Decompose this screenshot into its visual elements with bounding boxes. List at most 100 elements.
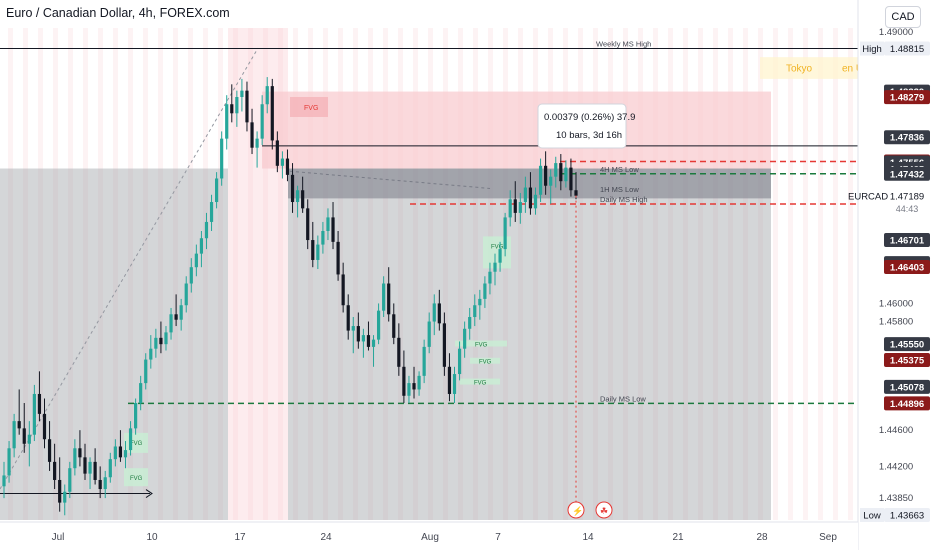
candle-body	[402, 366, 406, 396]
candle-body	[321, 230, 325, 245]
candle-body	[528, 187, 533, 209]
x-tick-label: Sep	[819, 532, 837, 543]
candle-body	[442, 323, 446, 367]
price-badge-value: 1.44896	[890, 399, 924, 410]
arrow-head	[145, 489, 153, 498]
candle-body	[508, 199, 512, 218]
candle-body	[235, 96, 239, 114]
candle-body	[457, 348, 462, 375]
candle-body	[199, 238, 204, 254]
x-tick-label: Aug	[421, 532, 439, 543]
price-badge	[884, 41, 930, 56]
candle-body	[351, 326, 355, 331]
session-stripe	[773, 28, 778, 520]
session-stripe	[743, 28, 748, 520]
candle-body	[245, 90, 249, 123]
last-price: 1.47189	[890, 191, 924, 202]
candle-body	[7, 448, 11, 476]
x-tick-label: 14	[582, 532, 594, 543]
fvg-zone-red	[290, 96, 328, 117]
session-stripe	[758, 28, 763, 520]
session-stripe	[533, 28, 538, 520]
session-stripe	[113, 28, 118, 520]
candle-body	[488, 271, 492, 284]
candle-body	[285, 158, 290, 175]
candle-body	[53, 461, 57, 480]
session-stripe	[398, 28, 403, 520]
candle-body	[473, 305, 477, 318]
lightning-glyph: ⚡	[572, 505, 583, 517]
price-badge-value: 1.45078	[890, 382, 924, 393]
candle-body	[113, 446, 117, 460]
candle-body	[371, 339, 376, 347]
candle-body	[93, 461, 97, 480]
session-stripe	[233, 28, 238, 520]
candle-body	[523, 187, 527, 203]
candle-body	[32, 393, 36, 435]
candle-body	[311, 240, 315, 260]
lightning-icon	[567, 501, 585, 519]
price-badge-label: Low	[863, 511, 881, 522]
candle-body	[463, 328, 467, 349]
candle-body	[204, 221, 209, 239]
x-tick-label: 17	[234, 532, 246, 543]
price-badge	[884, 166, 930, 181]
session-stripe	[143, 28, 148, 520]
session-stripe	[53, 28, 58, 520]
candle-body	[387, 283, 391, 315]
price-badge	[884, 508, 930, 523]
candle-body	[422, 346, 426, 376]
candle-body	[306, 208, 310, 241]
candle-body	[361, 335, 365, 342]
fvg-label: FVG	[479, 360, 492, 366]
y-tick-label: 1.43850	[879, 493, 913, 504]
candle-body	[12, 421, 16, 449]
candle-body	[478, 298, 482, 306]
fvg-label: FVG	[474, 381, 487, 387]
candle-body	[134, 403, 138, 429]
candle-body	[574, 190, 578, 196]
session-stripe	[428, 28, 433, 520]
session-stripe	[128, 28, 133, 520]
candle-body	[149, 348, 153, 360]
measure-box	[537, 103, 627, 149]
x-tick-label: 28	[756, 532, 768, 543]
candle-body	[63, 491, 67, 503]
price-badge-label: High	[862, 44, 882, 55]
fvg-zone-green	[124, 468, 148, 487]
candle-body	[108, 459, 112, 478]
candle-body	[123, 450, 128, 458]
fvg-label: FVG	[130, 476, 143, 482]
candle-body	[376, 310, 381, 340]
price-badge	[884, 259, 930, 274]
session-stripe	[338, 28, 343, 520]
price-badge-value: 1.48815	[890, 44, 924, 55]
candle-body	[88, 461, 92, 474]
price-badge-value: 1.47836	[890, 133, 924, 144]
candle-body	[483, 283, 487, 299]
session-stripe	[473, 28, 478, 520]
candle-body	[118, 446, 123, 458]
session-stripe	[98, 28, 103, 520]
price-badge-value: 1.46403	[890, 262, 924, 273]
daily-ms-high-label: Daily MS High	[600, 195, 648, 204]
symbol-label: EURCAD	[848, 191, 888, 202]
fvg-zone-green	[460, 378, 500, 385]
candle-body	[189, 267, 193, 284]
candle-body	[2, 475, 6, 487]
candle-body	[569, 167, 573, 191]
price-badge-value: 1.45375	[890, 356, 925, 367]
measure-line2: 10 bars, 3d 16h	[556, 130, 622, 141]
candle-body	[356, 326, 360, 342]
currency-button[interactable]: CAD	[885, 6, 921, 28]
candle-body	[47, 439, 52, 462]
price-badge	[884, 396, 930, 411]
candle-body	[280, 158, 285, 166]
y-tick-label: 1.44200	[879, 461, 913, 472]
candle-body	[194, 253, 198, 268]
daily-ms-low-label: Daily MS Low	[600, 394, 646, 403]
candle-body	[78, 448, 82, 458]
session-stripe	[368, 28, 373, 520]
